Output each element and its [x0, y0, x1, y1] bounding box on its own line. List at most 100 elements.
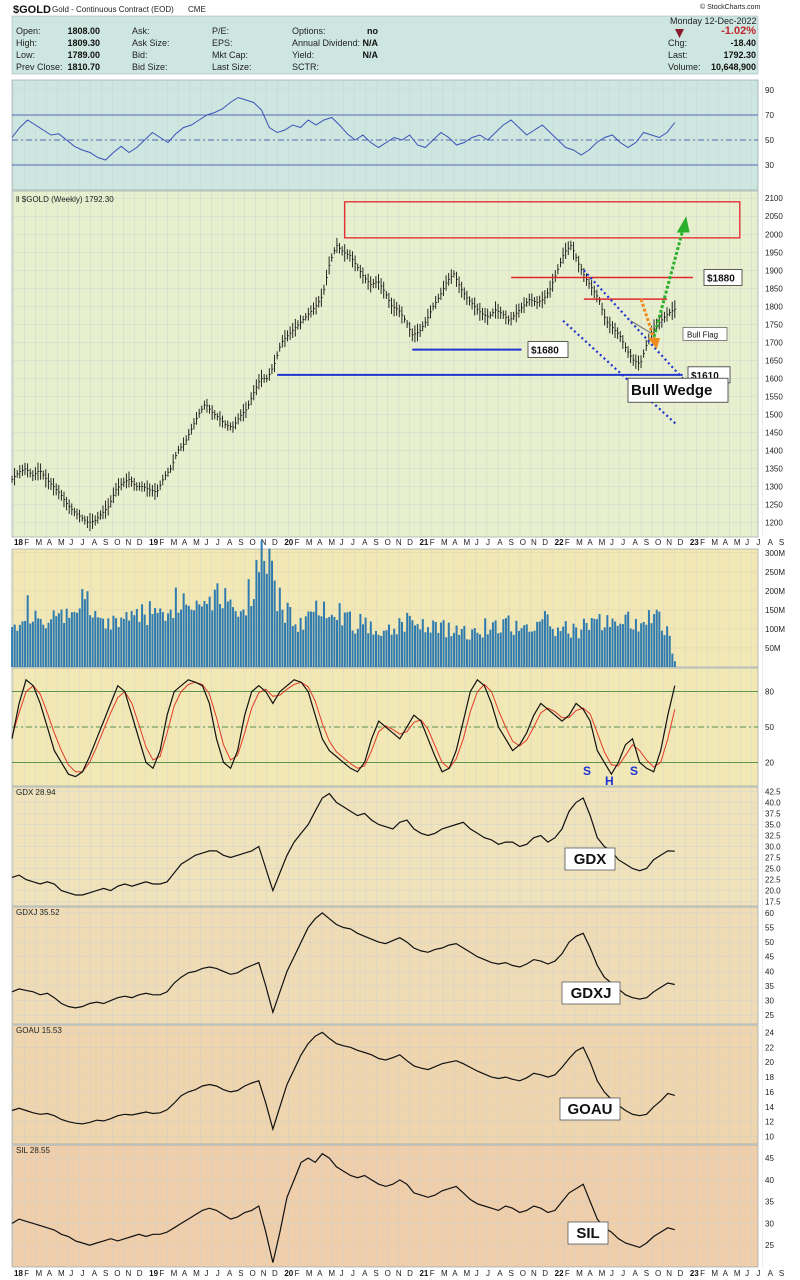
hs-pattern-label: S [630, 764, 638, 778]
volume-bar [265, 573, 268, 667]
month-label: O [114, 538, 120, 547]
month-label: O [520, 1269, 526, 1278]
gdxj-label-box [561, 981, 621, 1005]
pullback-arrow-line [639, 298, 656, 340]
volume-bar [52, 610, 55, 667]
volume-bar [304, 616, 307, 667]
volume-bar [517, 630, 520, 667]
symbol: $GOLD [13, 4, 51, 16]
volume-bar [146, 624, 149, 667]
y-tick-label: 40 [765, 1176, 774, 1185]
month-label: M [171, 1269, 178, 1278]
month-label: M [306, 1269, 313, 1278]
volume-bar [297, 631, 300, 667]
goau-line [11, 1031, 675, 1132]
volume-bar [502, 619, 505, 667]
volume-bar [203, 600, 206, 667]
volume-bar [611, 618, 614, 667]
y-tick-label: 2100 [765, 194, 783, 203]
month-label: M [599, 1269, 606, 1278]
volume-bar [629, 628, 632, 667]
rsi-panel-bg [11, 79, 759, 191]
volume-bar [452, 632, 455, 667]
year-label: 18 [14, 538, 23, 547]
volume-bar [554, 636, 557, 667]
volume-bar [195, 600, 198, 667]
month-label: A [497, 538, 503, 547]
volume-bar [486, 634, 489, 667]
volume-bar [645, 624, 648, 667]
volume-bar [364, 617, 367, 667]
volume-bar [575, 627, 578, 667]
volume-bar [232, 607, 235, 667]
volume-bar [393, 628, 396, 667]
month-label: M [464, 538, 471, 547]
y-tick-label: 70 [765, 111, 774, 120]
header-value: no [367, 26, 378, 36]
month-label: A [587, 538, 593, 547]
wedge-lower-line [562, 319, 679, 427]
bull-wedge-label: Bull Wedge [631, 382, 712, 399]
y-tick-label: 250M [765, 568, 785, 577]
volume-bar [229, 599, 232, 667]
volume-bar [260, 540, 263, 667]
volume-bar [627, 611, 630, 667]
y-tick-label: 30.0 [765, 843, 781, 852]
y-tick-label: 1550 [765, 392, 783, 401]
y-tick-label: 25.0 [765, 865, 781, 874]
volume-bar [450, 636, 453, 667]
volume-bar [177, 612, 180, 667]
volume-bar [60, 609, 63, 667]
header-value: 1789.00 [67, 50, 100, 60]
volume-bar [250, 606, 253, 667]
month-label: A [92, 1269, 98, 1278]
volume-bar [442, 620, 445, 667]
month-label: M [711, 538, 718, 547]
month-label: N [531, 538, 537, 547]
header-label: Open: [16, 26, 41, 36]
y-tick-label: 17.5 [765, 898, 781, 907]
down-triangle-icon [675, 29, 684, 38]
header-value: 1809.30 [67, 38, 100, 48]
month-label: M [58, 1269, 65, 1278]
callout-1680-box [527, 341, 569, 358]
volume-bar [387, 624, 390, 667]
month-label: S [103, 538, 108, 547]
volume-bar [543, 611, 546, 667]
volume-bar [538, 621, 541, 667]
volume-bar [632, 629, 635, 667]
volume-bar [512, 634, 515, 667]
header-label: Prev Close: [16, 62, 63, 72]
header-bg [11, 15, 759, 75]
header-label: Yield: [292, 50, 314, 60]
gdx-label: GDX [574, 851, 607, 868]
month-label: F [430, 538, 435, 547]
volume-bar [128, 620, 131, 667]
volume-bar [76, 612, 79, 667]
volume-bar [159, 608, 162, 667]
y-tick-label: 50M [765, 644, 781, 653]
volume-bar [585, 623, 588, 667]
volume-bar [234, 611, 237, 667]
quote-value: -1.02% [721, 25, 756, 37]
pullback-arrow-head [648, 338, 661, 349]
volume-bar [26, 595, 29, 667]
month-label: N [126, 538, 132, 547]
volume-bar [185, 604, 188, 667]
volume-bar [434, 622, 437, 667]
y-tick-label: 1350 [765, 465, 783, 474]
volume-bar [187, 605, 190, 667]
volume-bar [400, 621, 403, 667]
volume-bar [161, 612, 164, 667]
volume-bar [312, 611, 315, 667]
month-label: J [475, 1269, 479, 1278]
month-label: F [159, 538, 164, 547]
month-label: A [362, 538, 368, 547]
volume-bar [276, 611, 279, 667]
volume-bar [663, 635, 666, 667]
volume-bar [588, 630, 591, 667]
month-label: A [317, 1269, 323, 1278]
volume-bar [47, 622, 50, 667]
volume-bar [660, 630, 663, 667]
volume-bar [336, 620, 339, 667]
